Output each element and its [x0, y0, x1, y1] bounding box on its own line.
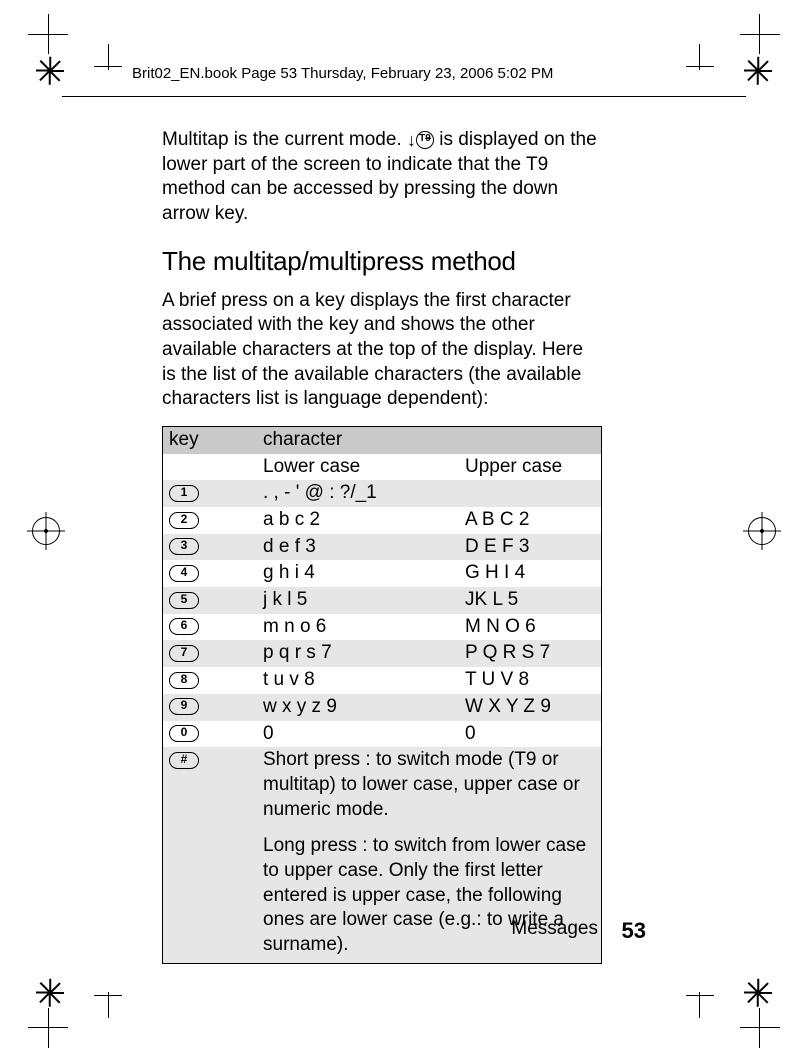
page-number: 53: [622, 918, 646, 944]
key-button-icon: 5: [169, 592, 199, 609]
key-button-icon: 2: [169, 512, 199, 529]
down-arrow-icon: ↓: [407, 135, 416, 145]
subhead-lower: Lower case: [257, 454, 459, 481]
spoke-icon: [36, 978, 64, 1006]
key-button-icon: 4: [169, 565, 199, 582]
section-heading: The multitap/multipress method: [162, 245, 602, 279]
lower-case-cell: j k l 5: [257, 587, 459, 614]
upper-case-cell: JK L 5: [459, 587, 602, 614]
upper-case-cell: W X Y Z 9: [459, 694, 602, 721]
th-character: character: [257, 426, 602, 453]
lower-case-cell: a b c 2: [257, 507, 459, 534]
key-cell: 4: [163, 560, 258, 587]
table-row: 8 t u v 8T U V 8: [163, 667, 602, 694]
key-cell: 3: [163, 534, 258, 561]
key-cell: 2: [163, 507, 258, 534]
upper-case-cell: 0: [459, 721, 602, 748]
footer-section-label: Messages: [511, 918, 598, 940]
upper-case-cell: P Q R S 7: [459, 640, 602, 667]
key-button-icon: 3: [169, 538, 199, 555]
lower-case-cell: 0: [257, 721, 459, 748]
table-row: 4 g h i 4G H I 4: [163, 560, 602, 587]
key-cell: 0: [163, 721, 258, 748]
upper-case-cell: [459, 480, 602, 507]
registration-mark-right: [748, 517, 776, 545]
upper-case-cell: T U V 8: [459, 667, 602, 694]
hash-short-press: Short press : to switch mode (T9 or mult…: [263, 748, 595, 822]
subhead-upper: Upper case: [459, 454, 602, 481]
key-cell: 7: [163, 640, 258, 667]
lower-case-cell: p q r s 7: [257, 640, 459, 667]
page-content: Multitap is the current mode. ↓T9 is dis…: [162, 128, 602, 964]
table-row: 7 p q r s 7P Q R S 7: [163, 640, 602, 667]
table-row: 1 . , - ' @ : ?/_1: [163, 480, 602, 507]
table-row: 9 w x y z 9W X Y Z 9: [163, 694, 602, 721]
lower-case-cell: g h i 4: [257, 560, 459, 587]
t9-icon: T9: [416, 131, 434, 149]
table-row: 000: [163, 721, 602, 748]
key-cell: 8: [163, 667, 258, 694]
key-button-icon: 1: [169, 485, 199, 502]
intro-text-1: Multitap is the current mode.: [162, 129, 407, 150]
lower-case-cell: . , - ' @ : ?/_1: [257, 480, 459, 507]
upper-case-cell: D E F 3: [459, 534, 602, 561]
table-row: 3 d e f 3D E F 3: [163, 534, 602, 561]
method-paragraph: A brief press on a key displays the firs…: [162, 289, 602, 412]
table-row: 6 m n o 6M N O 6: [163, 614, 602, 641]
th-key: key: [163, 426, 258, 453]
spoke-icon: [744, 56, 772, 84]
upper-case-cell: A B C 2: [459, 507, 602, 534]
lower-case-cell: w x y z 9: [257, 694, 459, 721]
key-button-icon: 8: [169, 672, 199, 689]
key-cell: 1: [163, 480, 258, 507]
key-cell: 5: [163, 587, 258, 614]
key-cell: 9: [163, 694, 258, 721]
key-button-icon: 0: [169, 725, 199, 742]
key-button-icon: 9: [169, 698, 199, 715]
key-character-table: key character Lower case Upper case 1 . ,…: [162, 426, 602, 964]
table-row: 2 a b c 2A B C 2: [163, 507, 602, 534]
registration-mark-left: [32, 517, 60, 545]
key-button-icon: 7: [169, 645, 199, 662]
upper-case-cell: M N O 6: [459, 614, 602, 641]
key-cell: 6: [163, 614, 258, 641]
lower-case-cell: m n o 6: [257, 614, 459, 641]
spoke-icon: [744, 978, 772, 1006]
running-header: Brit02_EN.book Page 53 Thursday, Februar…: [132, 65, 553, 82]
key-button-icon: 6: [169, 618, 199, 635]
lower-case-cell: d e f 3: [257, 534, 459, 561]
spoke-icon: [36, 56, 64, 84]
header-rule: [62, 96, 746, 97]
lower-case-cell: t u v 8: [257, 667, 459, 694]
table-row: 5 j k l 5JK L 5: [163, 587, 602, 614]
intro-paragraph: Multitap is the current mode. ↓T9 is dis…: [162, 128, 602, 227]
upper-case-cell: G H I 4: [459, 560, 602, 587]
key-hash: #: [163, 747, 258, 963]
